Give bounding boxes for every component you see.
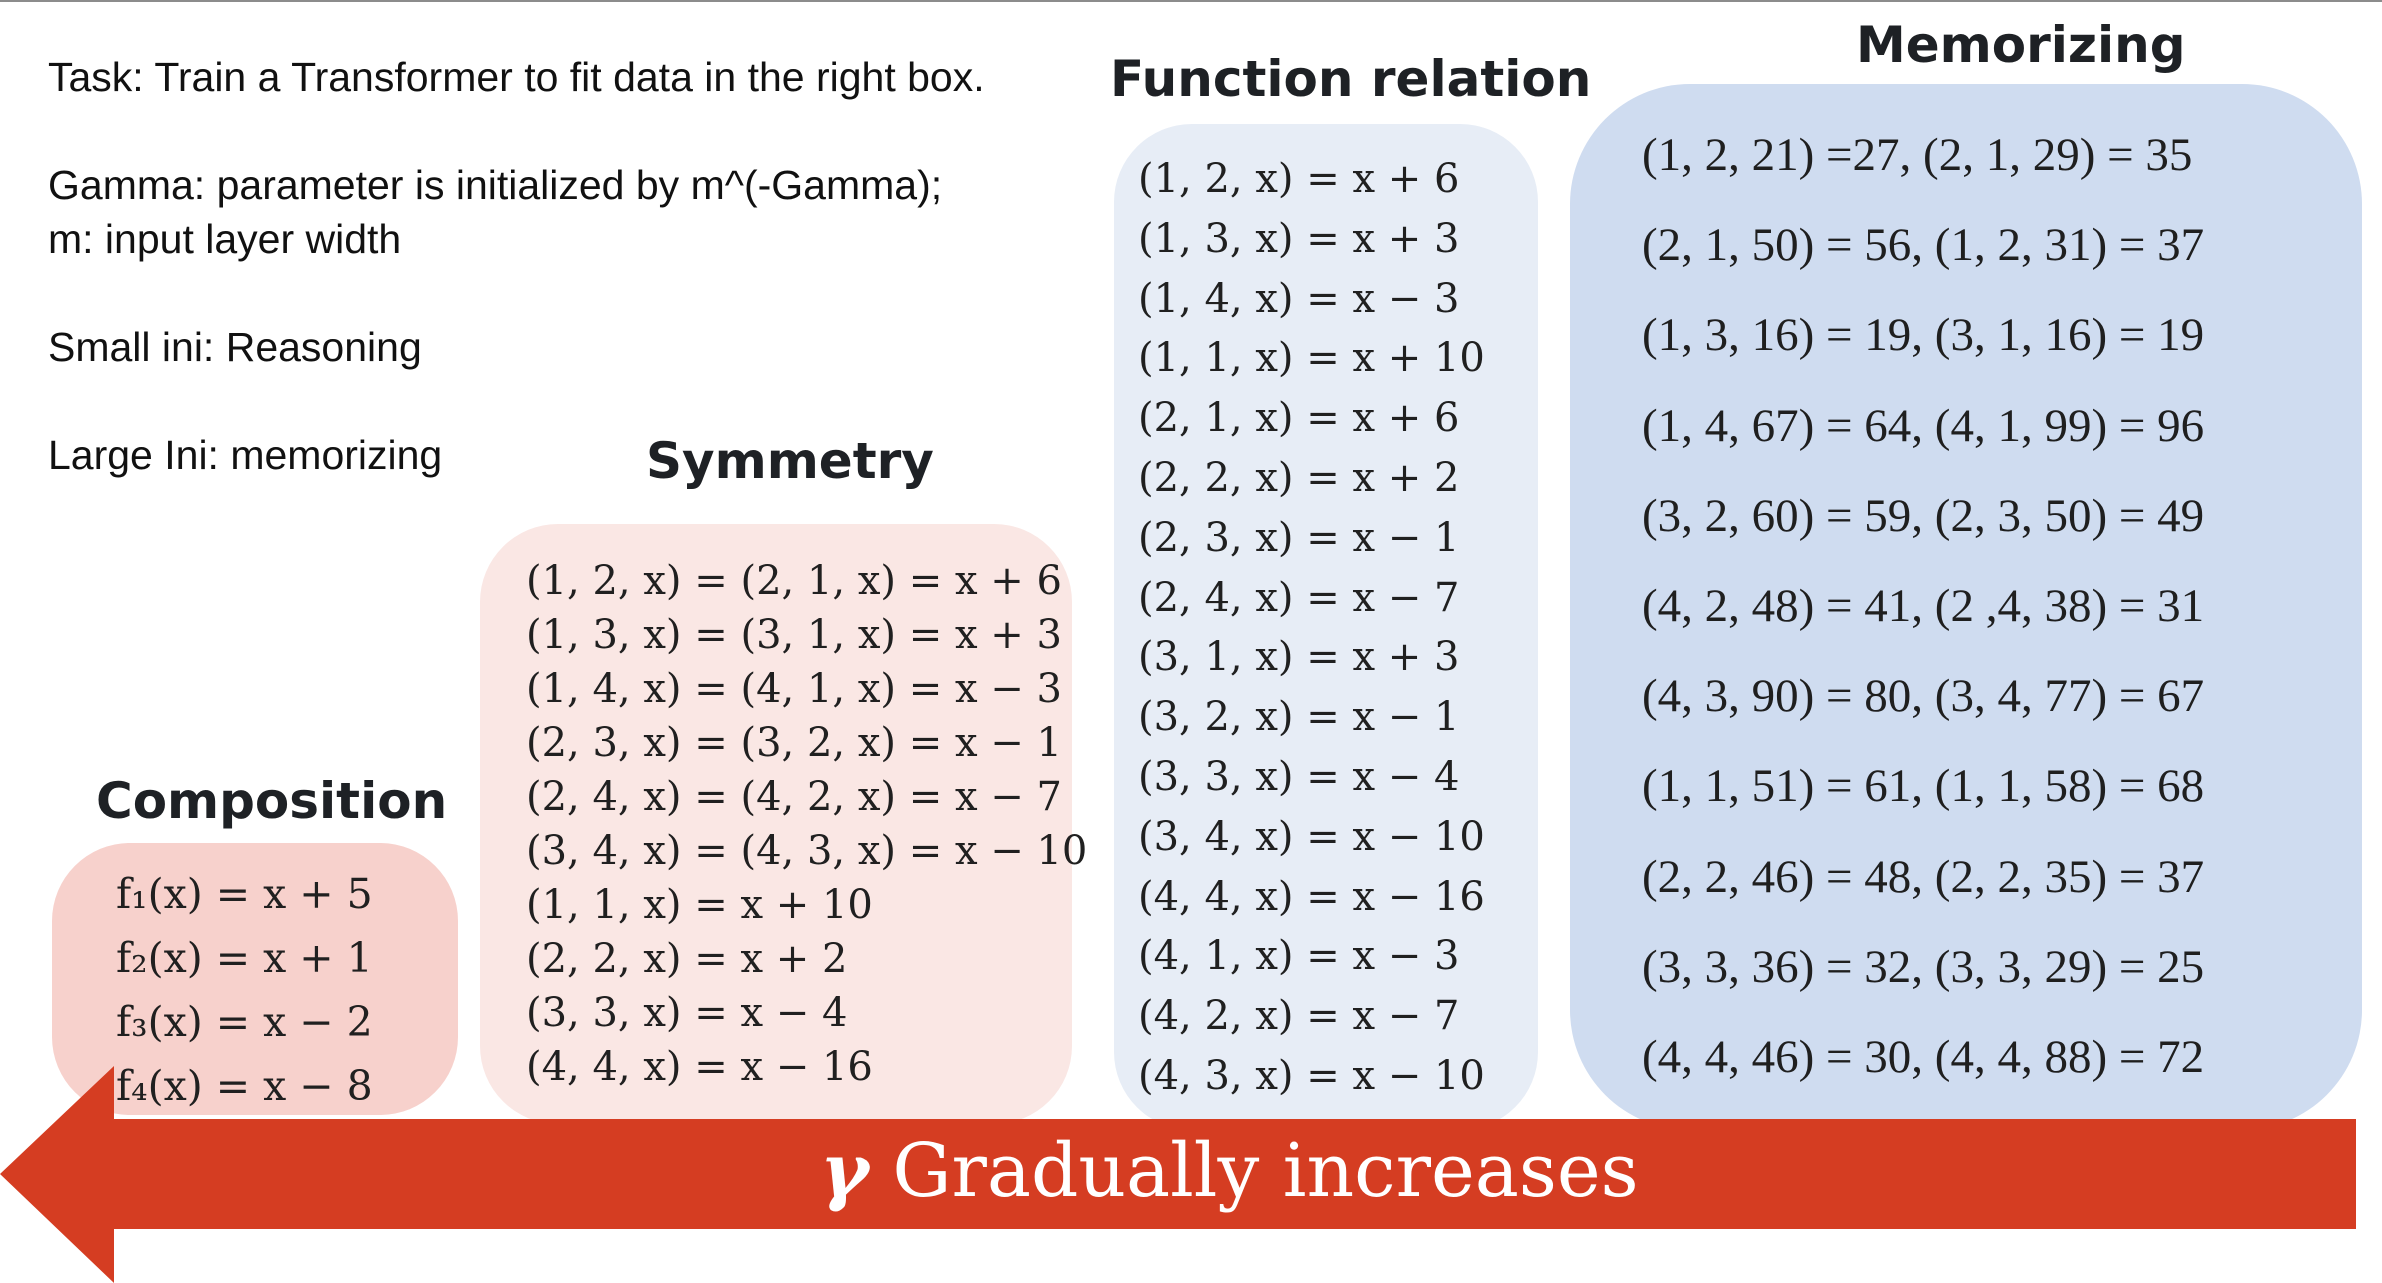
memorizing-equation: (2, 1, 50) = 56, (1, 2, 31) = 37 bbox=[1642, 219, 2205, 272]
small-init-note: Small ini: Reasoning bbox=[48, 324, 422, 370]
symmetry-equation: (3, 4, x) = (4, 3, x) = x − 10 bbox=[526, 828, 1088, 874]
function-equation: (3, 1, x) = x + 3 bbox=[1138, 634, 1460, 681]
composition-equation: f₄(x) = x − 8 bbox=[116, 1062, 373, 1110]
task-description: Task: Train a Transformer to fit data in… bbox=[48, 50, 1088, 482]
function-equation: (4, 4, x) = x − 16 bbox=[1138, 873, 1485, 920]
composition-box bbox=[52, 843, 458, 1115]
memorizing-equation: (4, 2, 48) = 41, (2 ,4, 38) = 31 bbox=[1642, 580, 2205, 633]
function-equation: (3, 3, x) = x − 4 bbox=[1138, 753, 1460, 800]
function-equation: (3, 4, x) = x − 10 bbox=[1138, 813, 1485, 860]
function-equation: (1, 1, x) = x + 10 bbox=[1138, 335, 1485, 382]
symmetry-equation: (2, 2, x) = x + 2 bbox=[526, 936, 848, 982]
function-equation: (2, 4, x) = x − 7 bbox=[1138, 574, 1460, 621]
function-relation-box bbox=[1114, 124, 1538, 1130]
memorizing-equation: (1, 4, 67) = 64, (4, 1, 99) = 96 bbox=[1642, 399, 2205, 452]
memorizing-equation: (1, 3, 16) = 19, (3, 1, 16) = 19 bbox=[1642, 309, 2205, 362]
memorizing-equation: (1, 1, 51) = 61, (1, 1, 58) = 68 bbox=[1642, 760, 2205, 813]
gamma-definition: Gamma: parameter is initialized by m^(-G… bbox=[48, 162, 943, 208]
memorizing-equation: (4, 3, 90) = 80, (3, 4, 77) = 67 bbox=[1642, 670, 2205, 723]
symmetry-equations: (1, 2, x) = (2, 1, x) = x + 6 (1, 3, x) … bbox=[526, 554, 1087, 1094]
composition-equation: f₁(x) = x + 5 bbox=[116, 870, 373, 918]
symmetry-equation: (2, 4, x) = (4, 2, x) = x − 7 bbox=[526, 774, 1062, 820]
symmetry-equation: (1, 3, x) = (3, 1, x) = x + 3 bbox=[526, 612, 1062, 658]
left-arrow-shape bbox=[0, 1066, 2356, 1283]
task-line: Task: Train a Transformer to fit data in… bbox=[48, 54, 985, 100]
function-equation: (2, 1, x) = x + 6 bbox=[1138, 395, 1460, 442]
symmetry-equation: (2, 3, x) = (3, 2, x) = x − 1 bbox=[526, 720, 1062, 766]
memorizing-equation: (1, 2, 21) =27, (2, 1, 29) = 35 bbox=[1642, 129, 2193, 181]
function-equation: (4, 3, x) = x − 10 bbox=[1138, 1052, 1485, 1099]
arrow-label: γ Gradually increases bbox=[820, 1128, 1639, 1214]
memorizing-equation: (4, 4, 46) = 30, (4, 4, 88) = 72 bbox=[1642, 1031, 2205, 1084]
composition-heading: Composition bbox=[96, 772, 448, 830]
memorizing-box bbox=[1570, 84, 2362, 1130]
top-border-line bbox=[0, 0, 2382, 2]
composition-equation: f₂(x) = x + 1 bbox=[116, 934, 373, 982]
memorizing-equation: (3, 3, 36) = 32, (3, 3, 29) = 25 bbox=[1642, 940, 2205, 993]
function-equation: (4, 2, x) = x − 7 bbox=[1138, 993, 1460, 1040]
function-equation: (1, 4, x) = x − 3 bbox=[1138, 275, 1460, 322]
memorizing-equation: (2, 2, 46) = 48, (2, 2, 35) = 37 bbox=[1642, 850, 2205, 903]
function-equation: (2, 3, x) = x − 1 bbox=[1138, 514, 1460, 561]
large-init-note: Large Ini: memorizing bbox=[48, 432, 443, 478]
memorizing-heading: Memorizing bbox=[1856, 16, 2186, 74]
composition-equations: f₁(x) = x + 5 f₂(x) = x + 1 f₃(x) = x − … bbox=[116, 862, 373, 1118]
arrow-text: Gradually increases bbox=[892, 1128, 1639, 1214]
function-equation: (1, 2, x) = x + 6 bbox=[1138, 156, 1460, 202]
symmetry-heading: Symmetry bbox=[646, 432, 934, 490]
memorizing-equation: (3, 2, 60) = 59, (2, 3, 50) = 49 bbox=[1642, 489, 2205, 542]
function-equation: (4, 1, x) = x − 3 bbox=[1138, 933, 1460, 980]
symmetry-equation: (1, 4, x) = (4, 1, x) = x − 3 bbox=[526, 666, 1062, 712]
gamma-arrow bbox=[0, 1066, 2356, 1283]
function-relation-heading: Function relation bbox=[1110, 50, 1592, 108]
symmetry-box bbox=[480, 524, 1072, 1124]
width-definition: m: input layer width bbox=[48, 216, 402, 262]
function-equation: (2, 2, x) = x + 2 bbox=[1138, 454, 1460, 501]
memorizing-equations: (1, 2, 21) =27, (2, 1, 29) = 35 (2, 1, 5… bbox=[1642, 110, 2204, 1102]
symmetry-equation: (1, 2, x) = (2, 1, x) = x + 6 bbox=[526, 558, 1062, 604]
symmetry-equation: (3, 3, x) = x − 4 bbox=[526, 990, 848, 1036]
composition-equation: f₃(x) = x − 2 bbox=[116, 998, 373, 1046]
symmetry-equation: (4, 4, x) = x − 16 bbox=[526, 1044, 873, 1090]
symmetry-equation: (1, 1, x) = x + 10 bbox=[526, 882, 873, 928]
function-relation-equations: (1, 2, x) = x + 6 (1, 3, x) = x + 3 (1, … bbox=[1138, 150, 1485, 1107]
function-equation: (3, 2, x) = x − 1 bbox=[1138, 694, 1460, 741]
function-equation: (1, 3, x) = x + 3 bbox=[1138, 215, 1460, 262]
gamma-symbol: γ bbox=[820, 1128, 869, 1214]
